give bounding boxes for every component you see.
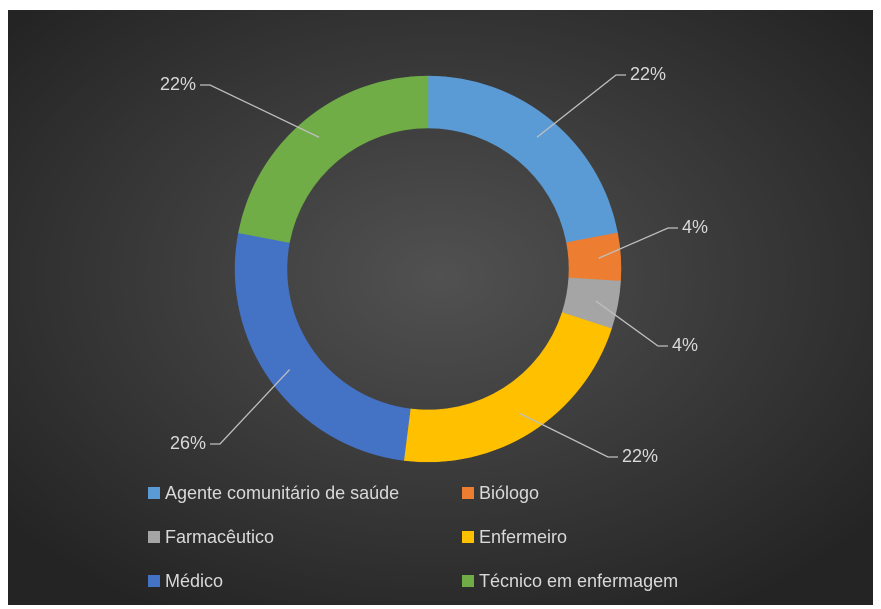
legend-label: Técnico em enfermagem [479, 571, 678, 591]
legend-label: Biólogo [479, 483, 539, 503]
legend-label: Médico [165, 571, 223, 591]
leader-line [210, 369, 291, 445]
legend-swatch [148, 575, 160, 587]
leader-line [519, 412, 618, 458]
leader-line [595, 300, 668, 347]
legend-label: Enfermeiro [479, 527, 567, 547]
data-label: 22% [160, 74, 196, 94]
legend-label: Farmacêutico [165, 527, 274, 547]
data-label: 4% [672, 335, 698, 355]
legend-swatch [148, 487, 160, 499]
leader-line [200, 84, 320, 138]
legend-label: Agente comunitário de saúde [165, 483, 399, 503]
donut-segment [234, 232, 411, 461]
legend-swatch [462, 575, 474, 587]
legend-swatch [462, 487, 474, 499]
donut-segment [427, 75, 618, 243]
donut-segment [238, 75, 429, 243]
legend-swatch [148, 531, 160, 543]
data-label: 4% [682, 217, 708, 237]
leader-line [598, 227, 678, 259]
legend-swatch [462, 531, 474, 543]
donut [234, 75, 622, 463]
legend: Agente comunitário de saúde Biólogo Farmac… [148, 483, 678, 591]
data-labels: 22% 4% 4% 22% 26% 22% [160, 64, 708, 466]
data-label: 22% [622, 446, 658, 466]
leader-line [536, 74, 626, 138]
donut-segment [403, 312, 612, 463]
data-label: 26% [170, 433, 206, 453]
data-label: 22% [630, 64, 666, 84]
